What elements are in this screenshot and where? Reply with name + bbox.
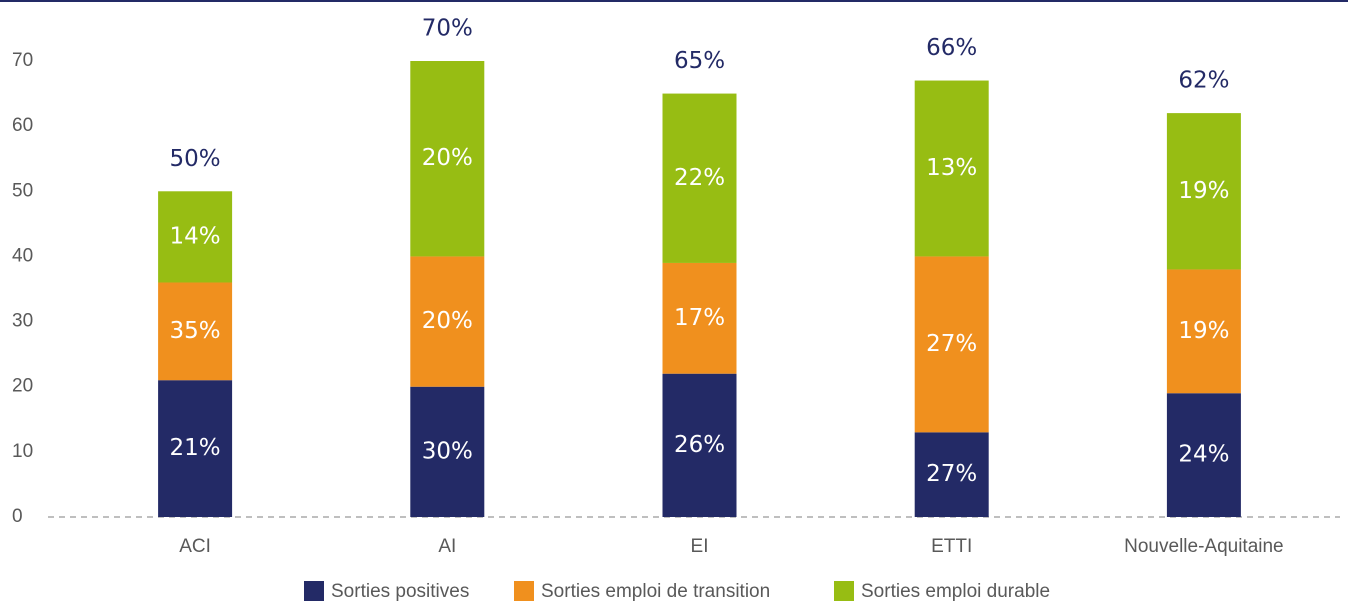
bar-segment bbox=[410, 386, 485, 517]
segment-label: 19% bbox=[1178, 318, 1229, 344]
y-tick-label: 70 bbox=[12, 50, 33, 71]
segment-label: 14% bbox=[170, 223, 221, 249]
bar-segment bbox=[158, 380, 233, 517]
segment-label: 30% bbox=[422, 438, 473, 464]
bar-segment bbox=[662, 373, 737, 517]
legend-swatch bbox=[304, 581, 324, 601]
x-tick-label: Nouvelle-Aquitaine bbox=[1124, 536, 1284, 557]
total-label: 66% bbox=[926, 35, 977, 61]
total-label: 62% bbox=[1178, 68, 1229, 94]
x-tick-label: EI bbox=[691, 536, 709, 557]
y-tick-label: 0 bbox=[12, 506, 23, 527]
segment-label: 24% bbox=[1178, 442, 1229, 468]
segment-label: 35% bbox=[170, 318, 221, 344]
segment-label: 13% bbox=[926, 155, 977, 181]
segment-label: 21% bbox=[170, 435, 221, 461]
segment-label: 27% bbox=[926, 461, 977, 487]
total-label: 65% bbox=[674, 48, 725, 74]
segment-label: 20% bbox=[422, 145, 473, 171]
bar-segment bbox=[410, 61, 485, 257]
bar-segment bbox=[1166, 113, 1241, 270]
y-tick-label: 40 bbox=[12, 245, 33, 266]
bar-segment bbox=[410, 256, 485, 387]
legend-label: Sorties positives bbox=[331, 581, 469, 602]
segment-label: 17% bbox=[674, 305, 725, 331]
segment-label: 26% bbox=[674, 432, 725, 458]
bar-segment bbox=[158, 191, 233, 283]
bar-segment bbox=[662, 262, 737, 374]
total-label: 70% bbox=[422, 16, 473, 42]
legend-label: Sorties emploi durable bbox=[861, 581, 1050, 602]
y-tick-label: 10 bbox=[12, 441, 33, 462]
x-tick-label: AI bbox=[438, 536, 456, 557]
y-tick-label: 20 bbox=[12, 376, 33, 397]
bar-segment bbox=[914, 80, 989, 257]
x-tick-label: ACI bbox=[179, 536, 211, 557]
segment-label: 19% bbox=[1178, 178, 1229, 204]
bar-segment bbox=[158, 282, 233, 381]
bar-segment bbox=[914, 432, 989, 517]
segment-label: 20% bbox=[422, 308, 473, 334]
segment-label: 22% bbox=[674, 165, 725, 191]
bar-segment bbox=[662, 93, 737, 263]
legend-swatch bbox=[834, 581, 854, 601]
bar-segment bbox=[914, 256, 989, 433]
bar-segment bbox=[1166, 393, 1241, 517]
x-tick-label: ETTI bbox=[931, 536, 972, 557]
y-tick-label: 50 bbox=[12, 180, 33, 201]
legend-label: Sorties emploi de transition bbox=[541, 581, 770, 602]
segment-label: 27% bbox=[926, 331, 977, 357]
y-tick-label: 30 bbox=[12, 311, 33, 332]
y-tick-label: 60 bbox=[12, 115, 33, 136]
bar-segment bbox=[1166, 269, 1241, 394]
legend-swatch bbox=[514, 581, 534, 601]
total-label: 50% bbox=[170, 146, 221, 172]
